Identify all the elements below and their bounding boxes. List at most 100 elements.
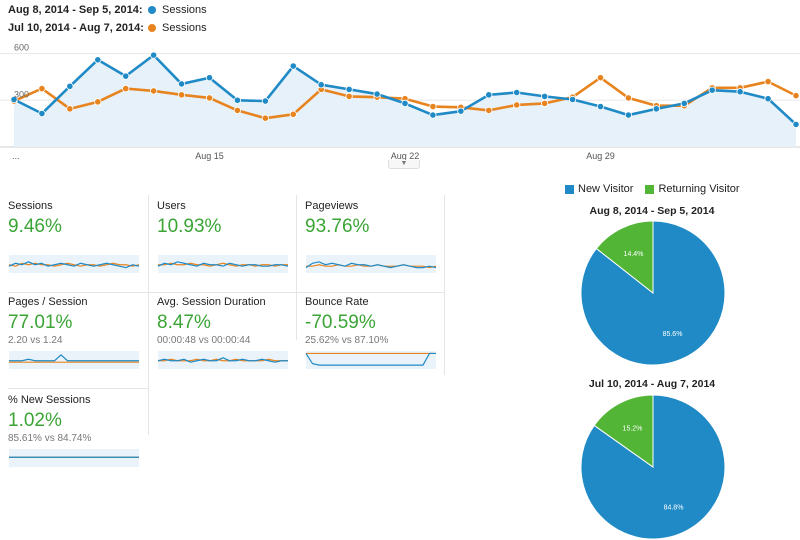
current-data-point[interactable] — [10, 95, 18, 104]
previous-data-point[interactable] — [541, 99, 549, 108]
previous-data-point[interactable] — [764, 77, 772, 86]
kpi-sparkline — [157, 351, 288, 369]
current-data-point[interactable] — [66, 82, 74, 90]
current-data-point[interactable] — [233, 96, 242, 104]
sessions-line-chart[interactable]: 600 300... Aug 15 Aug 22 Aug 29 — [0, 38, 800, 163]
kpi-card[interactable]: Users 10.93% — [157, 200, 293, 274]
current-data-point[interactable] — [485, 91, 493, 99]
kpi-value: 93.76% — [305, 216, 370, 237]
pie-chart-current[interactable]: 14.4% 85.6% — [580, 220, 726, 366]
current-data-point[interactable] — [513, 88, 521, 97]
previous-data-point[interactable] — [485, 106, 493, 115]
new-visitor-swatch — [565, 184, 574, 194]
pie-slice-returning-visitor[interactable] — [593, 394, 654, 468]
current-data-point[interactable] — [457, 107, 465, 115]
current-data-point[interactable] — [624, 111, 633, 119]
kpi-sparkline — [8, 255, 140, 273]
legend-current[interactable]: Aug 8, 2014 - Sep 5, 2014: Sessions — [8, 4, 207, 16]
previous-data-point[interactable] — [38, 85, 46, 93]
current-data-point[interactable] — [150, 51, 158, 59]
previous-data-point[interactable] — [345, 92, 353, 100]
current-data-point[interactable] — [541, 92, 549, 100]
current-data-point[interactable] — [205, 74, 214, 82]
current-data-point[interactable] — [345, 85, 353, 93]
current-data-point[interactable] — [289, 62, 297, 70]
pie-label-returning: 15.2% — [623, 425, 643, 432]
kpi-card[interactable]: Bounce Rate -70.59% 25.62% vs 87.10% — [305, 296, 441, 370]
x-tick-label: Aug 22 — [391, 151, 420, 161]
previous-data-point[interactable] — [624, 94, 633, 102]
y-tick-label: 300 — [14, 89, 29, 99]
current-data-point[interactable] — [38, 109, 46, 118]
previous-data-point[interactable] — [289, 110, 297, 118]
kpi-label: % New Sessions — [8, 394, 91, 406]
kpi-card[interactable]: Pages / Session 77.01% 2.20 vs 1.24 — [8, 296, 144, 370]
current-data-point[interactable] — [596, 102, 605, 111]
kpi-value: 9.46% — [8, 216, 62, 237]
sparkline-background — [9, 351, 139, 369]
previous-data-point[interactable] — [122, 85, 130, 93]
kpi-comparison — [157, 239, 293, 251]
legend-current-series: Sessions — [162, 4, 207, 16]
current-data-point[interactable] — [708, 86, 716, 94]
returning-visitor-label: Returning Visitor — [658, 183, 740, 195]
sparkline-current — [157, 357, 288, 363]
previous-data-point[interactable] — [596, 74, 605, 82]
previous-data-point[interactable] — [233, 106, 242, 115]
current-data-point[interactable] — [568, 95, 577, 104]
current-data-point[interactable] — [792, 120, 800, 129]
previous-data-point[interactable] — [177, 91, 186, 99]
sparkline-current — [305, 261, 437, 269]
previous-data-point[interactable] — [792, 92, 800, 100]
current-data-point[interactable] — [401, 99, 409, 108]
previous-data-point[interactable] — [94, 98, 102, 106]
pie-slice-returning-visitor[interactable] — [595, 220, 654, 295]
kpi-comparison: 2.20 vs 1.24 — [8, 335, 63, 346]
sparkline-background — [158, 351, 288, 369]
previous-data-point[interactable] — [429, 102, 437, 111]
current-data-point[interactable] — [680, 99, 688, 108]
sparkline-previous — [8, 262, 140, 267]
kpi-sparkline — [305, 351, 436, 369]
kpi-value: 10.93% — [157, 216, 222, 237]
current-data-point[interactable] — [764, 95, 772, 103]
current-data-point[interactable] — [122, 72, 130, 80]
kpi-comparison: 00:00:48 vs 00:00:44 — [157, 335, 251, 346]
legend-current-range: Aug 8, 2014 - Sep 5, 2014: — [8, 4, 143, 16]
current-data-point[interactable] — [736, 88, 744, 96]
current-data-point[interactable] — [373, 90, 381, 98]
previous-data-point[interactable] — [66, 105, 74, 113]
kpi-label: Bounce Rate — [305, 296, 369, 308]
pie-legend: New Visitor Returning Visitor — [565, 183, 740, 195]
kpi-card[interactable]: Pageviews 93.76% — [305, 200, 441, 274]
kpi-card[interactable]: % New Sessions 1.02% 85.61% vs 84.74% — [8, 394, 144, 468]
previous-data-point[interactable] — [261, 114, 269, 122]
kpi-label: Avg. Session Duration — [157, 296, 266, 308]
current-data-point[interactable] — [177, 80, 186, 88]
chart-collapse-handle[interactable]: ▼ — [388, 160, 420, 169]
current-data-point[interactable] — [94, 56, 102, 64]
sparkline-current — [157, 261, 289, 267]
current-data-point[interactable] — [317, 81, 325, 89]
pie-chart-previous[interactable]: 15.2% 84.8% — [580, 394, 726, 540]
legend-previous[interactable]: Jul 10, 2014 - Aug 7, 2014: Sessions — [8, 22, 207, 34]
sparkline-current — [305, 352, 436, 366]
legend-previous-range: Jul 10, 2014 - Aug 7, 2014: — [8, 22, 144, 34]
kpi-card[interactable]: Sessions 9.46% — [8, 200, 144, 274]
kpi-comparison — [8, 239, 144, 251]
returning-visitor-swatch — [645, 184, 655, 194]
new-visitor-label: New Visitor — [578, 183, 634, 195]
pie-label-returning: 14.4% — [624, 251, 644, 258]
current-data-point[interactable] — [261, 97, 269, 105]
current-data-point[interactable] — [652, 105, 660, 113]
kpi-card[interactable]: Avg. Session Duration 8.47% 00:00:48 vs 00… — [157, 296, 293, 370]
previous-data-point[interactable] — [513, 101, 521, 109]
x-tick-label: Aug 29 — [586, 151, 615, 161]
current-data-point[interactable] — [429, 111, 437, 119]
pie-title-current: Aug 8, 2014 - Sep 5, 2014 — [589, 205, 715, 217]
kpi-label: Sessions — [8, 200, 53, 212]
previous-data-point[interactable] — [205, 94, 214, 102]
previous-data-point[interactable] — [150, 87, 158, 95]
kpi-divider — [8, 388, 148, 389]
kpi-value: -70.59% — [305, 312, 376, 333]
